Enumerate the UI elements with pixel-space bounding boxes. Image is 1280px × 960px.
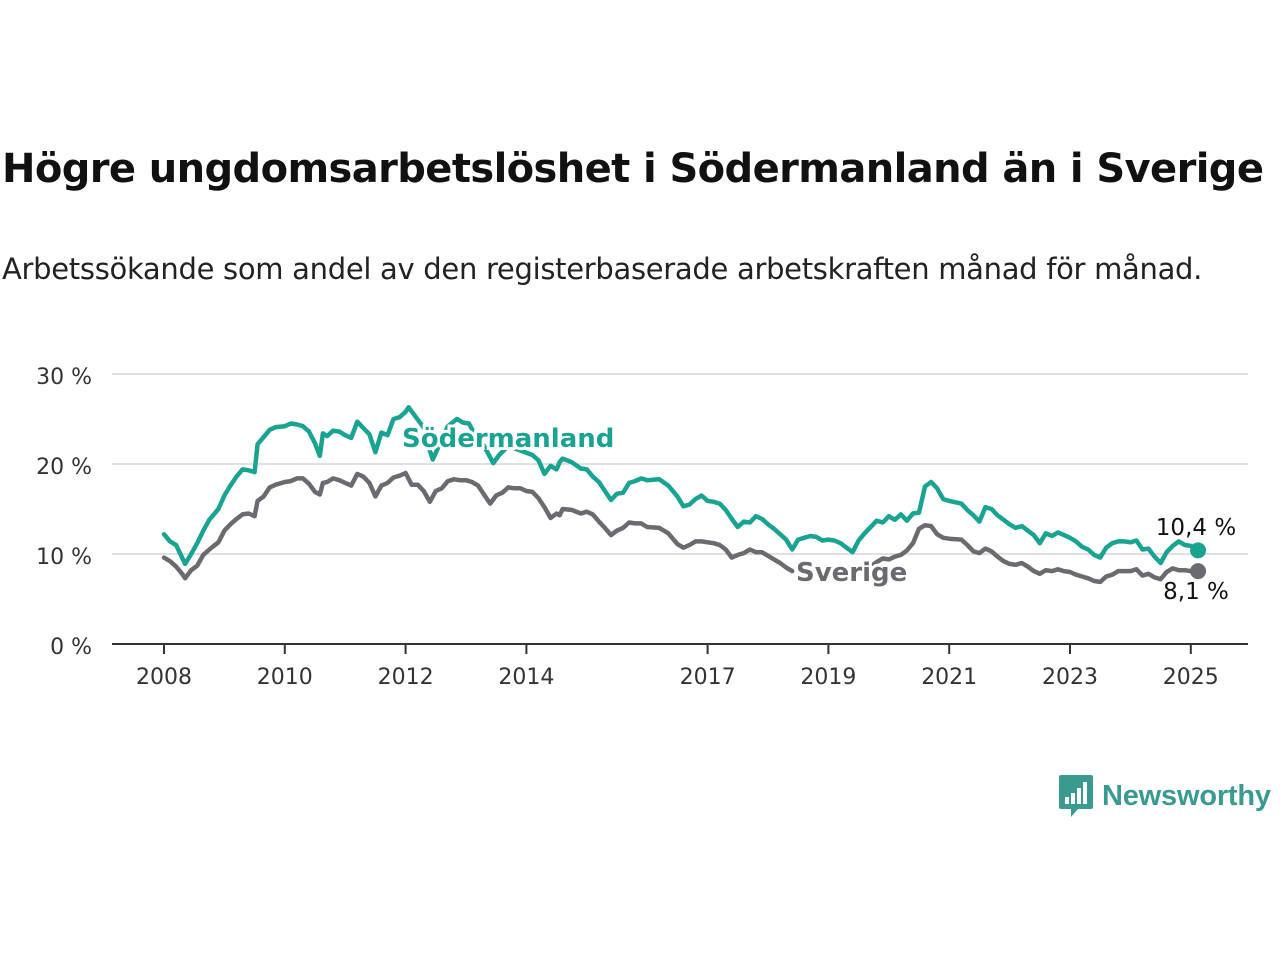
x-tick-label: 2014 — [498, 665, 554, 690]
x-axis-ticks: 2008 2010 2012 2014 2017 2019 2021 2023 2025 — [136, 644, 1219, 690]
series-line-sverige — [868, 522, 1201, 585]
end-marker-södermanland — [1190, 542, 1207, 559]
y-tick-label: 30 % — [36, 365, 92, 390]
series-label-södermanland: Södermanland — [402, 424, 614, 454]
x-tick-label: 2019 — [800, 665, 856, 690]
gridlines — [112, 373, 1248, 645]
series-label-sverige: Sverige — [796, 558, 907, 588]
y-tick-label: 20 % — [36, 455, 92, 480]
series-line-södermanland — [161, 405, 1201, 567]
x-tick-label: 2021 — [921, 665, 977, 690]
x-tick-label: 2025 — [1163, 665, 1219, 690]
newsworthy-chart-bubble-icon — [1059, 775, 1093, 817]
newsworthy-logo[interactable]: Newsworthy — [1058, 772, 1271, 820]
x-tick-label: 2017 — [680, 665, 736, 690]
end-marker-sverige — [1190, 563, 1207, 580]
x-tick-label: 2010 — [257, 665, 313, 690]
x-tick-label: 2012 — [378, 665, 434, 690]
y-tick-label: 0 % — [50, 635, 92, 660]
end-value-label: 8,1 % — [1163, 579, 1229, 605]
series-line-sverige — [161, 470, 795, 581]
series-lines — [161, 405, 1207, 585]
end-value-label: 10,4 % — [1156, 515, 1236, 541]
series-labels: Södermanland 10,4 % Sverige 8,1 % — [399, 421, 1236, 605]
y-tick-label: 10 % — [36, 545, 92, 570]
chart-subtitle: Arbetssökande som andel av den registerb… — [2, 252, 1203, 286]
x-tick-label: 2008 — [136, 665, 192, 690]
y-axis-ticks: 0 % 10 % 20 % 30 % — [36, 365, 92, 660]
x-tick-label: 2023 — [1042, 665, 1098, 690]
chart-title: Högre ungdomsarbetslöshet i Södermanland… — [2, 146, 1264, 192]
brand-name: Newsworthy — [1102, 779, 1271, 812]
